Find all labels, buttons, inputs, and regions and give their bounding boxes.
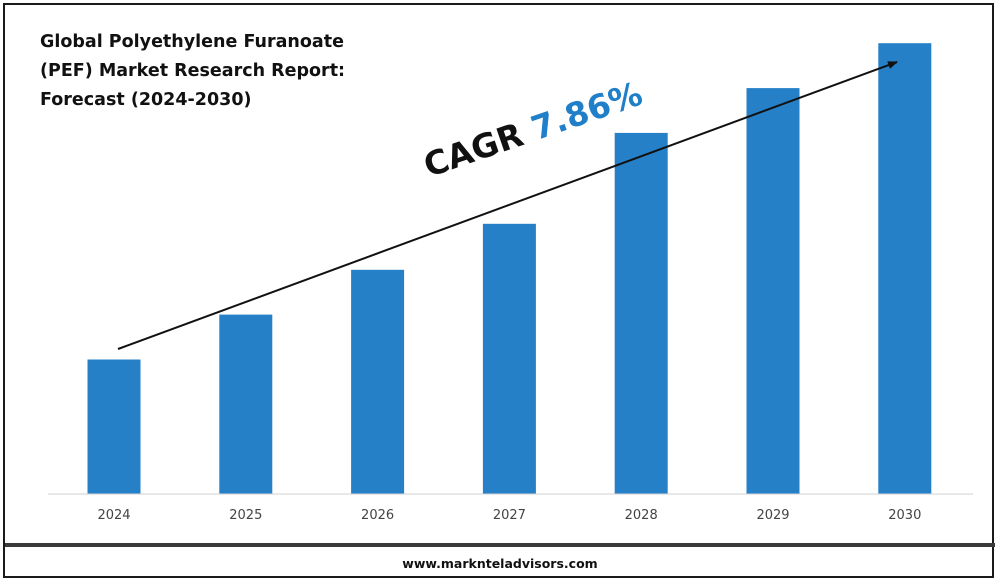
bar-2026 [351, 269, 405, 494]
x-tick-label-2030: 2030 [888, 508, 921, 523]
title-line-3: Forecast (2024-2030) [40, 90, 252, 110]
title-line-1: Global Polyethylene Furanoate [40, 32, 344, 52]
footer-url: www.marknteladvisors.com [402, 556, 598, 571]
bar-2030 [878, 43, 932, 494]
x-tick-label-2025: 2025 [229, 508, 262, 523]
footer-divider [5, 543, 995, 547]
x-tick-label-2024: 2024 [97, 508, 130, 523]
x-tick-label-2027: 2027 [493, 508, 526, 523]
bar-2025 [219, 314, 273, 494]
trend-arrow [117, 61, 898, 350]
x-tick-label-2029: 2029 [756, 508, 789, 523]
bar-2027 [482, 223, 536, 495]
chart-title: Global Polyethylene Furanoate (PEF) Mark… [40, 28, 370, 115]
bar-2029 [746, 88, 800, 494]
x-tick-label-2028: 2028 [625, 508, 658, 523]
bar-2028 [614, 132, 668, 494]
x-tick-label-2026: 2026 [361, 508, 394, 523]
bar-2024 [87, 359, 141, 494]
title-line-2: (PEF) Market Research Report: [40, 61, 346, 81]
